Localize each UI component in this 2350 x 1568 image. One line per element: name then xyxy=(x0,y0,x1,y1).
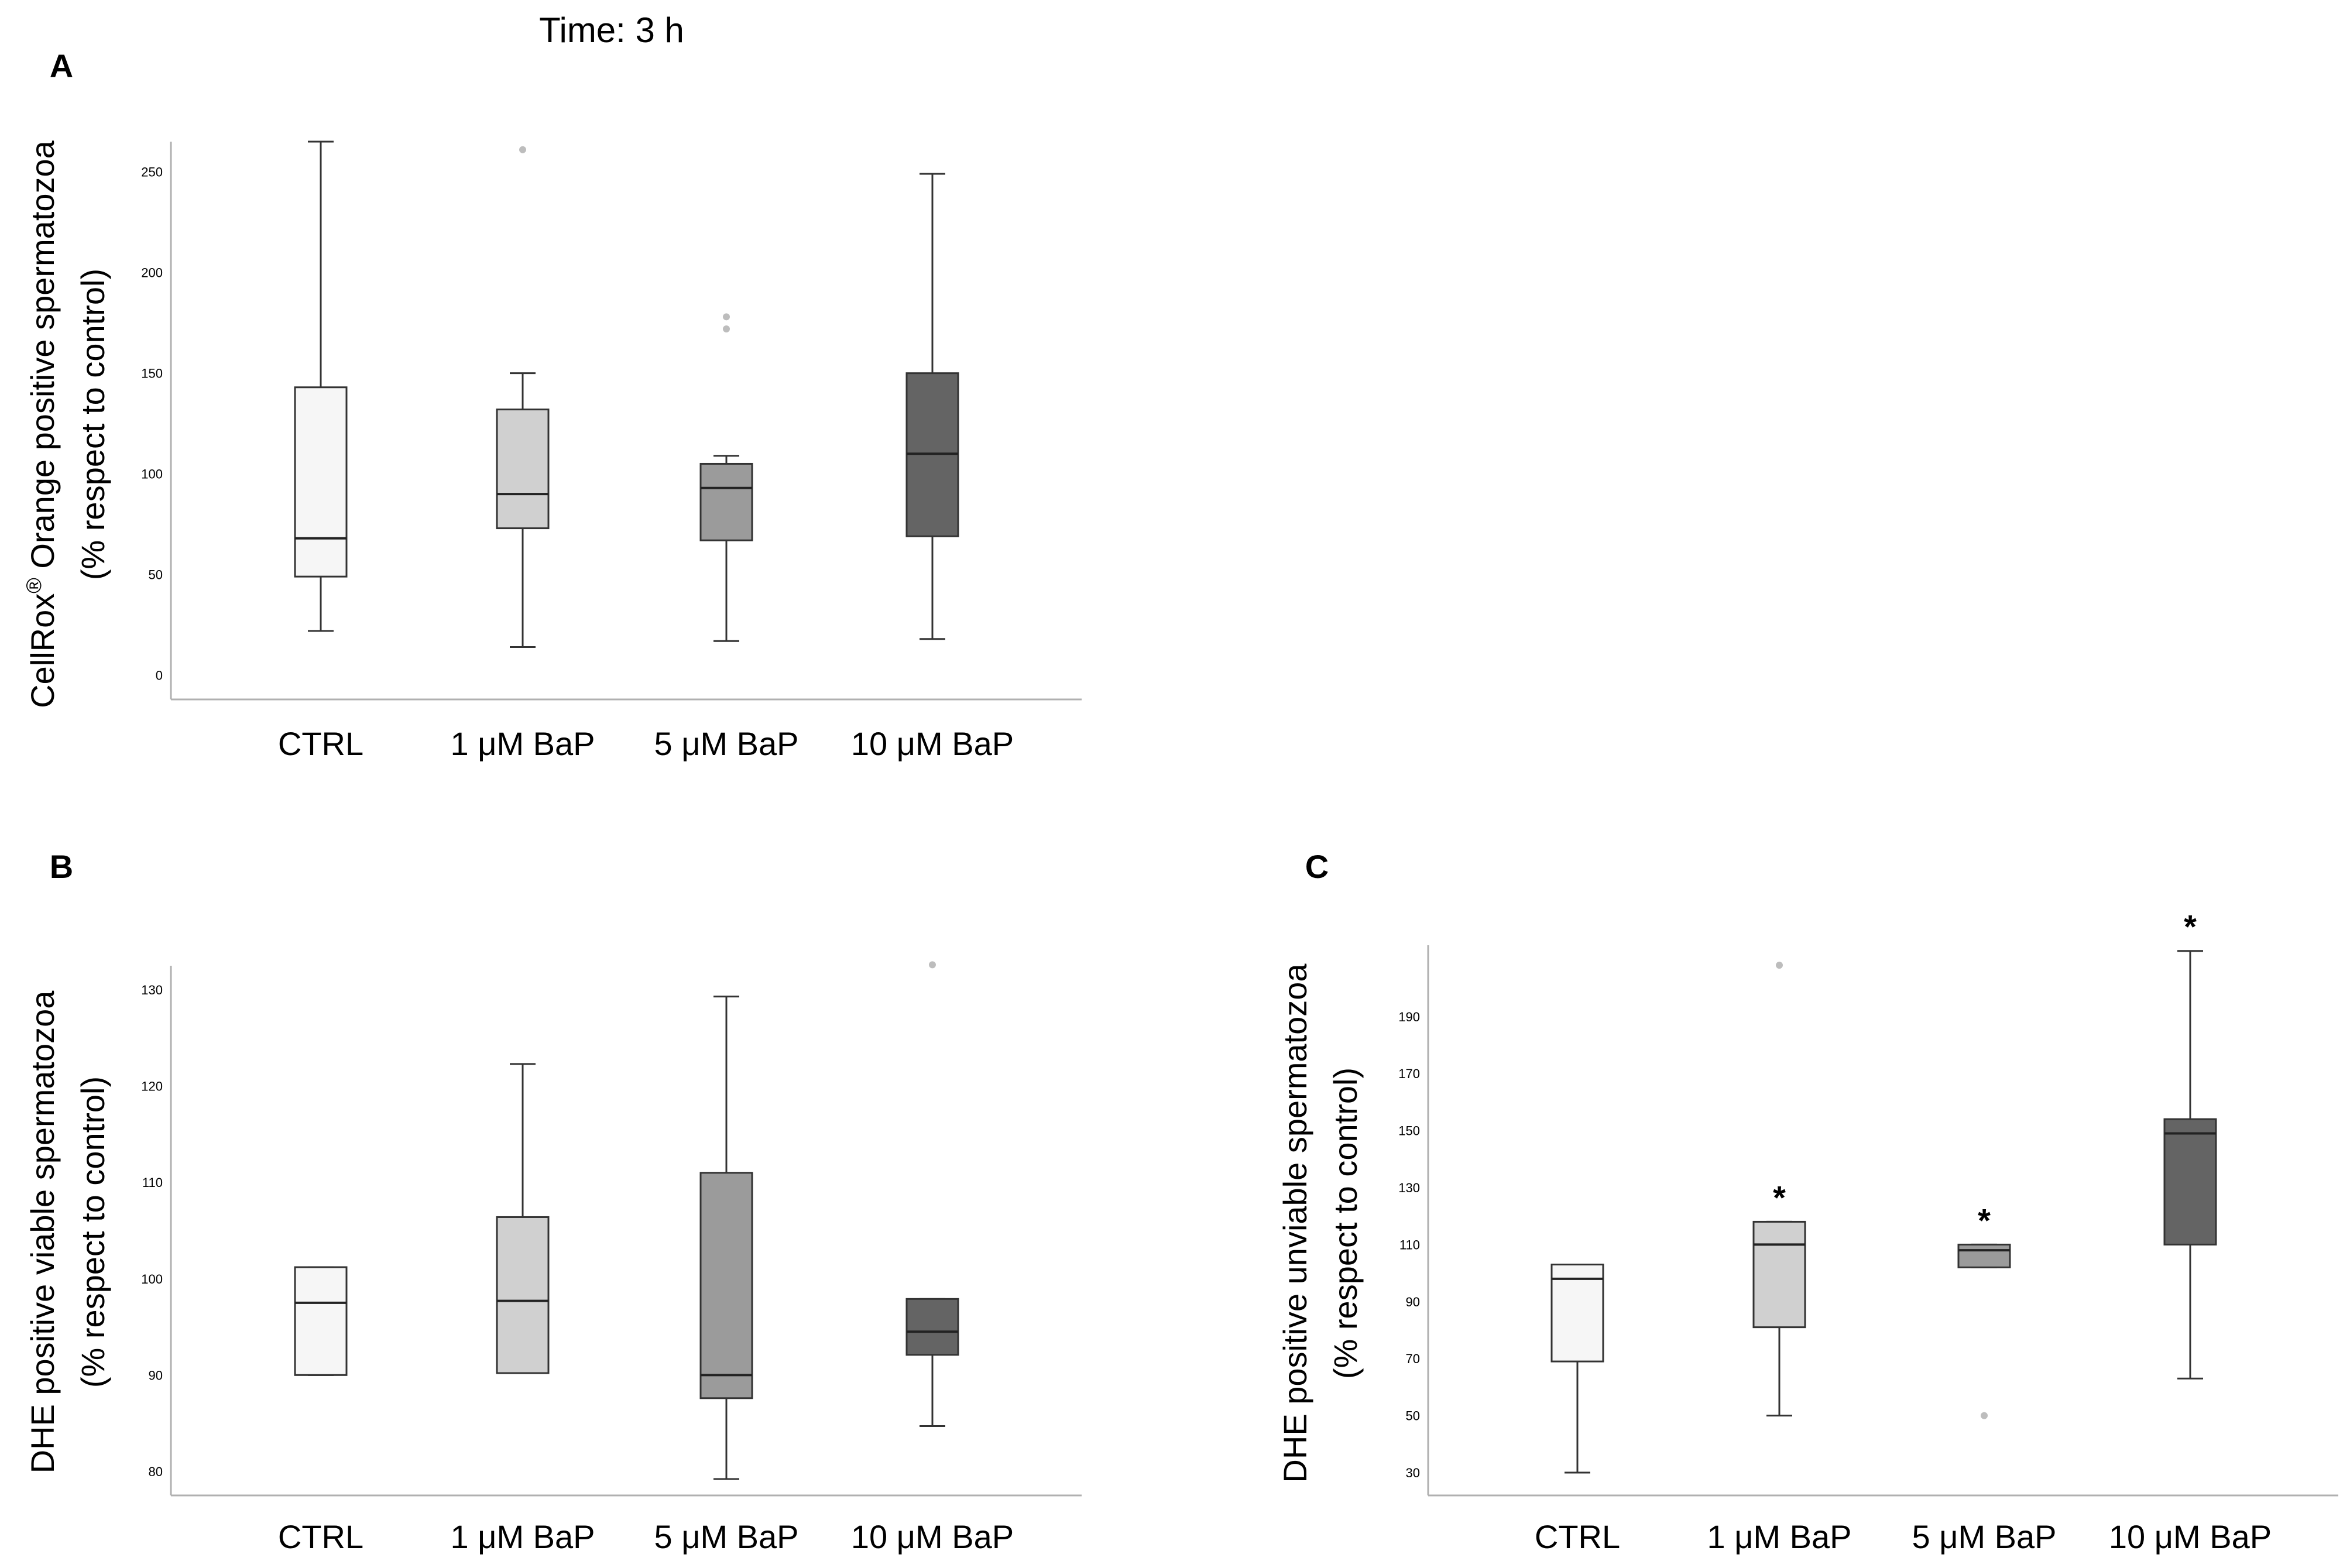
significance-marker: * xyxy=(1773,1179,1786,1216)
x-tick-label: 10 μM BaP xyxy=(851,1518,1014,1555)
y-tick-label: 110 xyxy=(1399,1237,1420,1252)
box-1-m-bap xyxy=(496,146,550,649)
y-axis-label: DHE positive unviable spermatozoa xyxy=(1277,963,1313,1483)
y-tick-label: 90 xyxy=(149,1368,163,1382)
box-10-m-bap xyxy=(905,961,959,1428)
y-tick-label: 110 xyxy=(142,1175,163,1190)
x-tick-label: 1 μM BaP xyxy=(1707,1518,1851,1555)
y-axis-label-units: (% respect to control) xyxy=(74,269,111,580)
x-tick-label: 5 μM BaP xyxy=(1912,1518,2056,1555)
y-axis-label: CellRox® Orange positive spermatozoa xyxy=(22,140,61,708)
x-tick-label: 1 μM BaP xyxy=(450,1518,595,1555)
y-tick-label: 70 xyxy=(1406,1351,1420,1366)
y-tick-label: 200 xyxy=(141,266,163,280)
y-tick-label: 50 xyxy=(1406,1409,1420,1423)
y-tick-label: 170 xyxy=(1398,1066,1420,1081)
box-10-m-bap: * xyxy=(2163,908,2217,1380)
iqr-box xyxy=(2163,1118,2217,1246)
x-tick-label: 5 μM BaP xyxy=(654,1518,798,1555)
panel-label: C xyxy=(1305,848,1329,885)
y-tick-label: 190 xyxy=(1398,1010,1420,1024)
outlier-point xyxy=(723,325,730,332)
outlier-point xyxy=(929,961,936,969)
box-5-m-bap xyxy=(699,996,753,1480)
y-tick-label: 250 xyxy=(141,165,163,180)
y-tick-label: 150 xyxy=(141,366,163,381)
panel-label: B xyxy=(50,848,73,885)
figure-title: Time: 3 h xyxy=(539,11,684,50)
panel-b: B 80 90 100 110 120 130 DHE positive viable spe… xyxy=(24,848,1082,1555)
panel-label: A xyxy=(50,47,73,84)
y-tick-label: 80 xyxy=(149,1464,163,1479)
outlier-point xyxy=(1776,962,1783,969)
iqr-box xyxy=(1752,1220,1806,1329)
box-1-m-bap xyxy=(496,1063,550,1374)
outlier-point xyxy=(723,313,730,321)
iqr-box xyxy=(1550,1263,1604,1363)
outlier-point xyxy=(1981,1412,1988,1419)
x-tick-label: CTRL xyxy=(278,1518,363,1555)
x-tick-label: CTRL xyxy=(1535,1518,1620,1555)
x-tick-label: CTRL xyxy=(278,725,363,762)
box-ctrl xyxy=(294,140,348,632)
y-tick-label: 90 xyxy=(1406,1295,1420,1309)
y-tick-label: 120 xyxy=(141,1079,163,1094)
iqr-box xyxy=(496,1216,550,1374)
y-tick-label: 50 xyxy=(149,568,163,582)
y-tick-label: 130 xyxy=(141,983,163,997)
y-tick-label: 30 xyxy=(1406,1466,1420,1480)
panel-c: C 30 50 70 90 110 130 150 170 190 DHE positive unv… xyxy=(1277,848,2338,1555)
box-5-m-bap: * xyxy=(1957,1202,2011,1419)
iqr-box xyxy=(905,1298,959,1356)
iqr-box xyxy=(699,462,753,541)
box-ctrl xyxy=(1550,1263,1604,1474)
y-tick-label: 100 xyxy=(141,467,163,482)
x-tick-label: 5 μM BaP xyxy=(654,725,798,762)
box-5-m-bap xyxy=(699,313,753,642)
iqr-box xyxy=(699,1172,753,1399)
y-tick-label: 0 xyxy=(156,668,163,683)
box-ctrl xyxy=(294,1266,348,1376)
y-axis-label: DHE positive viable spermatozoa xyxy=(24,990,61,1474)
x-tick-label: 10 μM BaP xyxy=(2109,1518,2272,1555)
iqr-box xyxy=(1957,1243,2011,1268)
box-10-m-bap xyxy=(905,173,959,640)
x-tick-label: 10 μM BaP xyxy=(851,725,1014,762)
significance-marker: * xyxy=(2184,908,2197,945)
x-tick-label: 1 μM BaP xyxy=(450,725,595,762)
y-tick-label: 150 xyxy=(1398,1124,1420,1138)
panel-a: A 0 50 100 150 200 250 CellRox® Orange positive… xyxy=(22,47,1082,762)
y-axis-label-units: (% respect to control) xyxy=(74,1076,111,1388)
iqr-box xyxy=(496,409,550,530)
iqr-box xyxy=(294,1266,348,1376)
iqr-box xyxy=(294,386,348,578)
outlier-point xyxy=(519,146,526,153)
y-tick-label: 130 xyxy=(1398,1181,1420,1195)
y-axis-label-units: (% respect to control) xyxy=(1327,1068,1364,1379)
significance-marker: * xyxy=(1978,1202,1991,1238)
y-tick-label: 100 xyxy=(141,1272,163,1286)
box-1-m-bap: * xyxy=(1752,962,1806,1417)
